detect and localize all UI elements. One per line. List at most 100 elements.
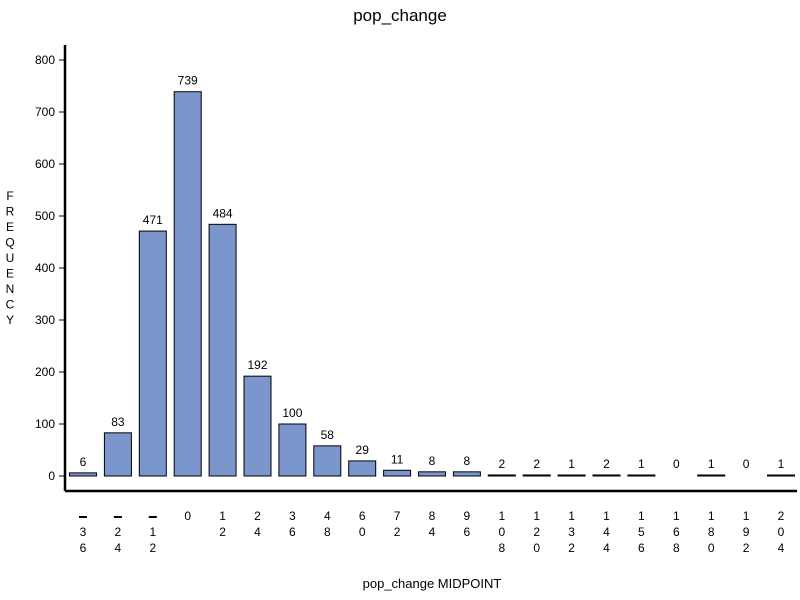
data-label: 58 bbox=[321, 428, 335, 442]
x-tick-char: 6 bbox=[464, 525, 471, 539]
data-label: 8 bbox=[429, 454, 436, 468]
x-tick-label: 36 bbox=[79, 516, 87, 555]
x-tick-char: 0 bbox=[184, 509, 191, 523]
x-tick-label: 1 8 0 bbox=[708, 509, 715, 555]
x-tick-char: 6 bbox=[638, 541, 645, 555]
x-tick-label: 1 9 2 bbox=[743, 509, 750, 555]
x-tick-char: 8 bbox=[708, 525, 715, 539]
data-label: 2 bbox=[498, 457, 505, 471]
x-tick-char: 6 bbox=[80, 541, 87, 555]
x-tick-label: 1 5 6 bbox=[638, 509, 645, 555]
bar bbox=[697, 474, 726, 477]
y-axis-label-letter: Q bbox=[5, 236, 14, 250]
x-tick-char: 9 bbox=[464, 509, 471, 523]
x-tick-label: 84 bbox=[429, 509, 436, 539]
x-tick-char: 2 bbox=[394, 525, 401, 539]
x-tick-label: 1 2 0 bbox=[533, 509, 540, 555]
x-tick-char: 1 bbox=[708, 509, 715, 523]
bar bbox=[522, 474, 551, 477]
x-axis-label: pop_change MIDPOINT bbox=[362, 576, 502, 591]
data-label: 739 bbox=[178, 74, 198, 88]
x-tick-label: 1 4 4 bbox=[603, 509, 610, 555]
bar bbox=[418, 471, 446, 477]
bar bbox=[103, 432, 132, 477]
bar bbox=[173, 91, 202, 477]
y-tick-label: 300 bbox=[35, 313, 55, 327]
x-tick-char: 0 bbox=[359, 525, 366, 539]
bar bbox=[452, 471, 481, 477]
x-tick-label: 1 0 8 bbox=[498, 509, 505, 555]
x-tick-char: 7 bbox=[394, 509, 401, 523]
data-label: 2 bbox=[533, 457, 540, 471]
y-tick-label: 200 bbox=[35, 365, 55, 379]
x-tick-label: 60 bbox=[359, 509, 366, 539]
x-tick-char: 6 bbox=[289, 525, 296, 539]
x-tick-char: 8 bbox=[498, 541, 505, 555]
x-tick-char: 4 bbox=[115, 541, 122, 555]
x-tick-label: 96 bbox=[464, 509, 471, 539]
x-tick-char: 1 bbox=[219, 509, 226, 523]
x-tick-char: 0 bbox=[778, 525, 785, 539]
chart-title: pop_change bbox=[353, 6, 447, 25]
bar bbox=[243, 375, 272, 477]
y-tick-label: 700 bbox=[35, 105, 55, 119]
y-tick-label: 100 bbox=[35, 417, 55, 431]
x-tick-char: 1 bbox=[603, 509, 610, 523]
data-label: 1 bbox=[638, 457, 645, 471]
x-tick-label: 0 bbox=[184, 509, 191, 523]
x-tick-char: 2 bbox=[778, 509, 785, 523]
x-tick-label: 12 bbox=[219, 509, 226, 539]
x-tick-char: 3 bbox=[80, 525, 87, 539]
data-label: 8 bbox=[464, 454, 471, 468]
data-label: 1 bbox=[778, 457, 785, 471]
y-tick-label: 800 bbox=[35, 53, 55, 67]
x-tick-label: 36 bbox=[289, 509, 296, 539]
data-label: 1 bbox=[568, 457, 575, 471]
x-tick-char: 6 bbox=[359, 509, 366, 523]
y-tick-label: 0 bbox=[48, 469, 55, 483]
x-tick-char: 1 bbox=[533, 509, 540, 523]
x-tick-label: 2 0 4 bbox=[778, 509, 785, 555]
x-tick-char: 1 bbox=[568, 509, 575, 523]
data-label: 100 bbox=[282, 406, 302, 420]
x-tick-label: 1 3 2 bbox=[568, 509, 575, 555]
x-tick-char: 2 bbox=[568, 541, 575, 555]
data-label: 29 bbox=[356, 443, 370, 457]
x-tick-char: 1 bbox=[743, 509, 750, 523]
x-tick-char: 8 bbox=[324, 525, 331, 539]
x-tick-char: 0 bbox=[533, 541, 540, 555]
x-tick-char: 1 bbox=[673, 509, 680, 523]
x-tick-char: 2 bbox=[533, 525, 540, 539]
x-tick-char: 4 bbox=[254, 525, 261, 539]
data-label: 0 bbox=[673, 457, 680, 471]
x-tick-char: 3 bbox=[568, 525, 575, 539]
data-label: 83 bbox=[111, 415, 125, 429]
y-axis-label-letter: Y bbox=[6, 313, 14, 327]
y-axis-label-letter: R bbox=[6, 205, 15, 219]
bar bbox=[69, 472, 97, 477]
bar bbox=[278, 423, 307, 477]
x-tick-char: 2 bbox=[743, 541, 750, 555]
bar bbox=[487, 474, 516, 477]
x-tick-char: 4 bbox=[603, 541, 610, 555]
x-tick-char: 4 bbox=[603, 525, 610, 539]
x-tick-char: 2 bbox=[219, 525, 226, 539]
data-label: 2 bbox=[603, 457, 610, 471]
x-tick-char: 6 bbox=[673, 525, 680, 539]
x-tick-char: 1 bbox=[638, 509, 645, 523]
x-tick-char: 4 bbox=[429, 525, 436, 539]
x-tick-char: 5 bbox=[638, 525, 645, 539]
data-labels: 6 83 471 739 484 192 100 58 29 11 8 8 2 2 1 2 1 0 1 0 1 bbox=[80, 74, 785, 471]
data-label: 471 bbox=[143, 213, 163, 227]
y-axis-label-letter: C bbox=[6, 298, 15, 312]
y-axis-label-letter: U bbox=[6, 251, 15, 265]
bars bbox=[69, 91, 795, 477]
y-axis-label-letter: N bbox=[6, 282, 15, 296]
data-label: 1 bbox=[708, 457, 715, 471]
bar bbox=[592, 474, 621, 477]
y-axis-label-letter: E bbox=[6, 220, 14, 234]
x-tick-char: 2 bbox=[149, 541, 156, 555]
y-axis-label-letter: F bbox=[6, 189, 13, 203]
bar bbox=[313, 445, 342, 477]
